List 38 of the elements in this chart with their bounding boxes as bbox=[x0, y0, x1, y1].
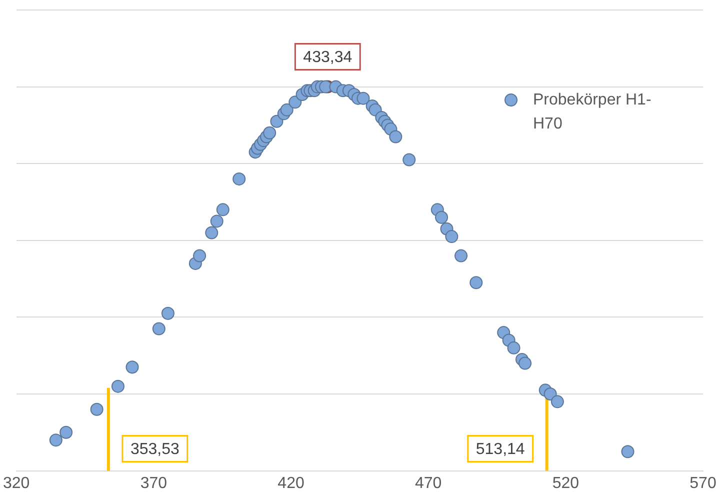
x-tick-label: 570 bbox=[690, 474, 716, 492]
point bbox=[161, 306, 174, 320]
point bbox=[193, 249, 206, 262]
x-tick-label: 470 bbox=[414, 474, 442, 492]
ref-line-label: 513,14 bbox=[476, 441, 525, 458]
point bbox=[402, 153, 416, 166]
point bbox=[621, 445, 634, 458]
point bbox=[111, 380, 124, 393]
point bbox=[389, 130, 402, 144]
x-tick-label: 520 bbox=[552, 474, 580, 492]
point bbox=[232, 172, 246, 186]
point bbox=[270, 114, 284, 128]
point bbox=[210, 214, 224, 228]
point bbox=[518, 356, 532, 370]
annotation: 433,34 bbox=[303, 49, 352, 66]
point bbox=[507, 341, 520, 354]
point bbox=[49, 434, 62, 447]
x-tick-label: 320 bbox=[2, 474, 30, 492]
point bbox=[152, 322, 166, 336]
point bbox=[126, 360, 139, 374]
point bbox=[544, 388, 557, 400]
point bbox=[288, 96, 302, 109]
point bbox=[445, 230, 458, 244]
x-tick-label: 420 bbox=[278, 474, 304, 492]
point bbox=[263, 126, 276, 140]
ref-line-label: 353,53 bbox=[130, 441, 180, 458]
point bbox=[60, 426, 73, 439]
point bbox=[205, 226, 218, 240]
point bbox=[216, 203, 230, 216]
point bbox=[550, 395, 564, 408]
point bbox=[356, 92, 370, 105]
point bbox=[280, 103, 294, 116]
x-tick-label: 370 bbox=[140, 474, 168, 492]
point bbox=[435, 210, 448, 224]
point bbox=[470, 276, 483, 290]
point bbox=[90, 402, 104, 416]
point bbox=[454, 249, 468, 262]
legend-label: Probekörper H1-H70 bbox=[533, 91, 652, 132]
